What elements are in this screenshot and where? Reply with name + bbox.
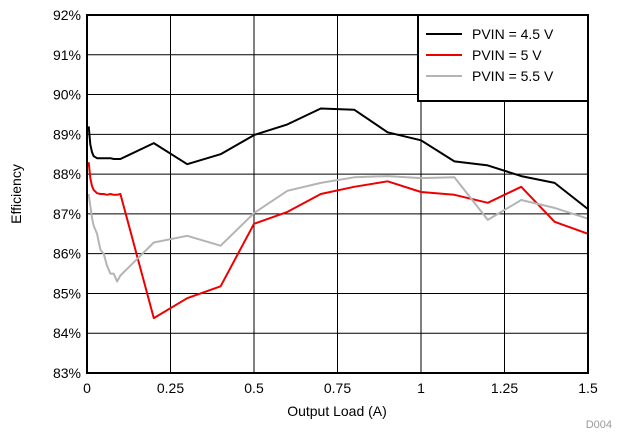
legend-items: PVIN = 4.5 V PVIN = 5 V PVIN = 5.5 V [426, 26, 554, 84]
x-tick-labels: 0 0.25 0.5 0.75 1 1.25 1.5 [83, 380, 598, 396]
y-tick-label: 86% [53, 246, 81, 262]
x-tick-label: 1 [417, 380, 425, 396]
plot-frame [86, 14, 589, 374]
x-tick-label: 0.75 [324, 380, 351, 396]
data-series [87, 107, 589, 320]
y-tick-label: 91% [53, 47, 81, 63]
legend-box [417, 14, 589, 102]
y-tick-label: 89% [53, 126, 81, 142]
x-tick-label: 0.5 [244, 380, 264, 396]
legend-label-2: PVIN = 5 V [472, 47, 542, 63]
y-tick-labels: 83% 84% 85% 86% 87% 88% 89% 90% 91% 92% [53, 7, 81, 381]
x-tick-label: 1.25 [491, 380, 518, 396]
figure-code: D004 [586, 419, 612, 431]
series-line-1 [87, 107, 589, 210]
x-tick-label: 0 [83, 380, 91, 396]
legend-label-1: PVIN = 4.5 V [472, 26, 554, 42]
y-tick-label: 84% [53, 325, 81, 341]
x-tick-label: 1.5 [578, 380, 598, 396]
y-tick-label: 92% [53, 7, 81, 23]
series-line-2 [87, 162, 589, 320]
legend-label-3: PVIN = 5.5 V [472, 68, 554, 84]
y-tick-label: 88% [53, 166, 81, 182]
y-tick-label: 85% [53, 285, 81, 301]
x-axis-label: Output Load (A) [287, 403, 387, 419]
y-axis-label: Efficiency [8, 164, 24, 224]
y-tick-label: 90% [53, 87, 81, 103]
y-tick-label: 87% [53, 206, 81, 222]
x-tick-label: 0.25 [157, 380, 184, 396]
series-line-3 [87, 175, 589, 283]
y-tick-label: 83% [53, 365, 81, 381]
legend: PVIN = 4.5 V PVIN = 5 V PVIN = 5.5 V [417, 14, 589, 102]
